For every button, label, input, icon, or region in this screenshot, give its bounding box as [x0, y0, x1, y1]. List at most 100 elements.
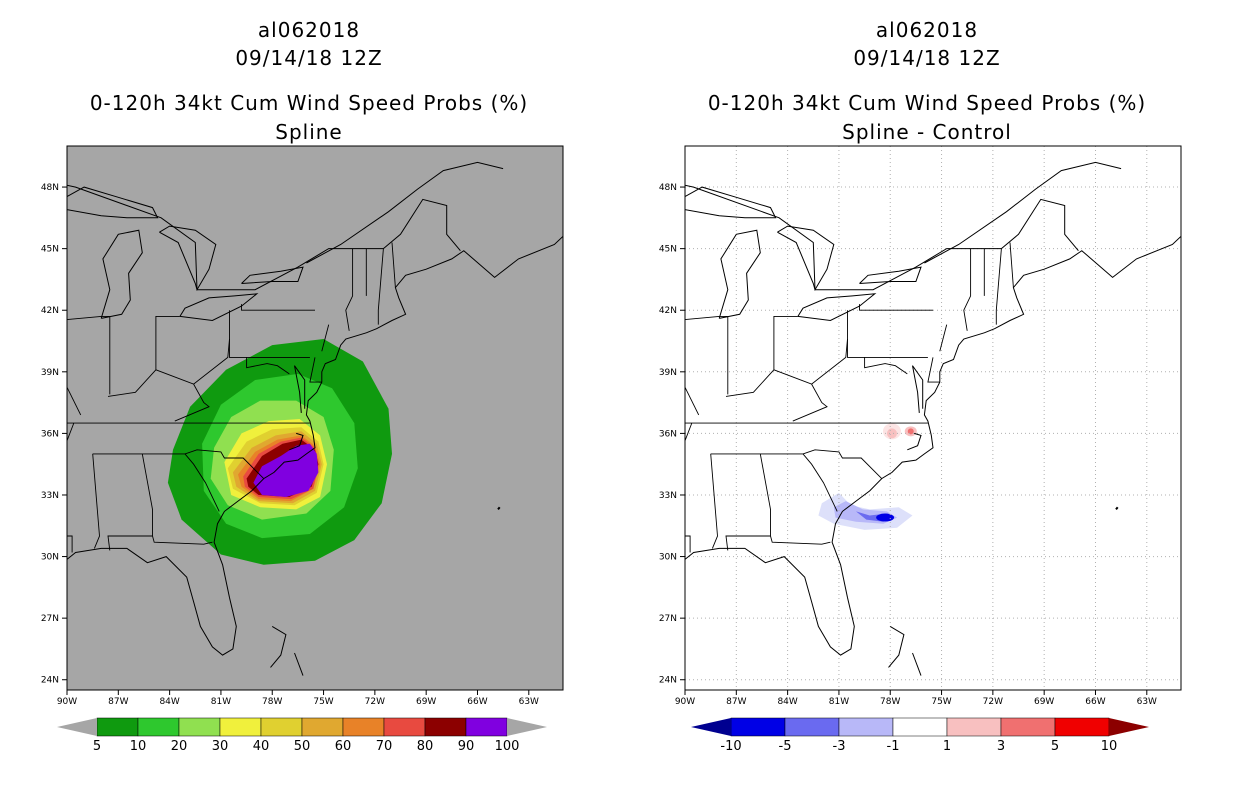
lon-label: 66W — [1085, 697, 1105, 707]
colorbar-label: 80 — [417, 739, 434, 754]
colorbar-segment — [1000, 717, 1056, 737]
lon-label: 90W — [675, 697, 695, 707]
bahamas-coast — [888, 625, 905, 668]
colorbar-segment — [730, 717, 786, 737]
lon-label: 81W — [829, 697, 849, 707]
state-boundary — [184, 453, 220, 512]
state-boundary — [685, 422, 693, 553]
lon-label: 63W — [1137, 697, 1157, 707]
lon-label: 84W — [159, 697, 179, 707]
lon-label: 69W — [416, 697, 436, 707]
colorbar-segment — [424, 717, 467, 737]
panel-spline: al062018 09/14/18 12Z 0-120h 34kt Cum Wi… — [0, 18, 564, 754]
lon-label: 75W — [313, 697, 333, 707]
state-boundary — [229, 310, 310, 358]
colorbar-segment — [465, 717, 508, 737]
lon-label: 78W — [880, 697, 900, 707]
lat-label: 24N — [659, 676, 677, 686]
colorbar-segment — [96, 717, 139, 737]
init-time: 09/14/18 12Z — [853, 46, 1001, 70]
lat-label: 36N — [41, 429, 59, 439]
lake-huron — [159, 225, 217, 291]
colorbar-label: 30 — [212, 739, 229, 754]
colorbar-label: 100 — [495, 739, 520, 754]
state-boundary — [377, 248, 384, 325]
colorbar-segment — [383, 717, 426, 737]
colorbar-segment — [946, 717, 1002, 737]
colorbar-label: 50 — [294, 739, 311, 754]
us-canada-border — [67, 184, 461, 291]
map-frame — [66, 145, 564, 691]
lake-michigan — [100, 229, 143, 319]
state-boundary — [847, 310, 928, 358]
map-background — [685, 146, 1181, 690]
lon-label: 69W — [1034, 697, 1054, 707]
coastline — [685, 235, 1181, 656]
state-boundary — [770, 535, 831, 545]
state-boundary — [241, 304, 315, 311]
state-boundary — [802, 453, 838, 512]
chesapeake-bay — [294, 365, 306, 413]
subtitle: Spline - Control — [842, 120, 1012, 144]
st-lawrence — [924, 161, 1122, 264]
us-canada-border — [685, 184, 1079, 291]
pamlico-sound — [907, 432, 922, 451]
lake-superior — [67, 186, 159, 219]
lat-label: 30N — [659, 553, 677, 563]
storm-id: al062018 — [257, 18, 361, 42]
lake-erie — [797, 293, 877, 322]
state-boundary — [0, 423, 47, 495]
bermuda — [1115, 506, 1119, 511]
colorbar-high-arrow — [1109, 718, 1149, 736]
lat-label: 33N — [41, 491, 59, 501]
map-layer — [0, 161, 563, 676]
colorbar-label: 10 — [1101, 739, 1118, 754]
state-boundary — [811, 338, 848, 385]
map-layer — [685, 146, 1181, 690]
lake-ontario — [859, 266, 922, 284]
colorbar-label: 60 — [335, 739, 352, 754]
diff-pos-3-core — [907, 428, 914, 435]
state-boundary — [67, 386, 82, 416]
colorbar-segment — [838, 717, 894, 737]
lake-michigan — [718, 229, 761, 319]
lake-ontario — [241, 266, 304, 284]
state-boundary — [67, 315, 110, 321]
state-boundary — [391, 242, 396, 288]
colorbar-segment — [1054, 717, 1110, 737]
state-boundary — [685, 315, 728, 321]
colorbar-segment — [342, 717, 385, 737]
state-boundary — [859, 304, 933, 311]
panel-difference: al062018 09/14/18 12Z 0-120h 34kt Cum Wi… — [618, 0, 1236, 800]
st-lawrence — [306, 161, 504, 264]
lake-superior — [685, 186, 777, 219]
colorbar-label: 10 — [130, 739, 147, 754]
colorbar-segment — [301, 717, 344, 737]
state-boundary — [927, 357, 940, 383]
lat-label: 33N — [659, 491, 677, 501]
colorbar-label: -5 — [779, 739, 792, 754]
state-boundary — [995, 248, 1002, 325]
state-boundary — [939, 324, 948, 352]
bermuda — [497, 506, 501, 511]
state-boundary — [67, 422, 75, 553]
colorbar-label: 1 — [943, 739, 951, 754]
colorbar-segment — [137, 717, 180, 737]
lat-label: 45N — [659, 245, 677, 255]
lake-erie — [179, 293, 259, 322]
lon-label: 72W — [983, 697, 1003, 707]
diff-neg-10 — [876, 513, 895, 522]
subtitle: Spline — [275, 120, 343, 144]
lat-label: 48N — [41, 183, 59, 193]
lon-label: 72W — [365, 697, 385, 707]
state-boundary — [193, 338, 230, 385]
pamlico-sound — [289, 432, 304, 451]
lon-label: 75W — [931, 697, 951, 707]
state-boundary — [345, 248, 354, 331]
state-boundary — [1009, 242, 1014, 288]
state-boundary — [155, 315, 180, 370]
product-title: 0-120h 34kt Cum Wind Speed Probs (%) — [89, 91, 529, 115]
lat-label: 27N — [659, 614, 677, 624]
colorbar-segment — [178, 717, 221, 737]
lon-label: 84W — [777, 697, 797, 707]
